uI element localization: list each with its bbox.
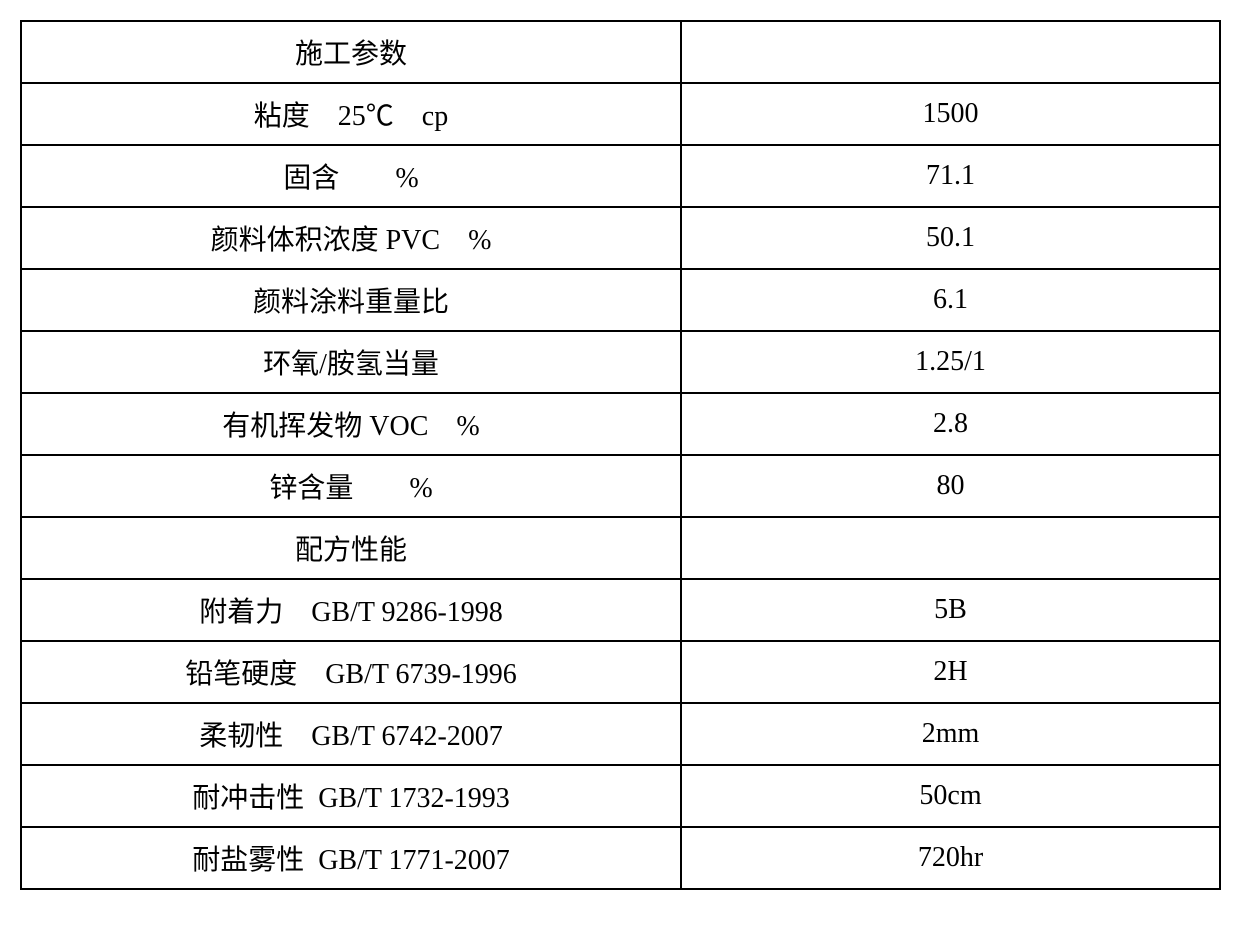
param-label: 铅笔硬度 GB/T 6739-1996 bbox=[21, 641, 681, 703]
properties-table: 施工参数 粘度 25℃ cp 1500 固含 % 71.1 颜料体积浓度 PVC… bbox=[20, 20, 1221, 890]
param-value: 71.1 bbox=[681, 145, 1220, 207]
table-row: 颜料体积浓度 PVC % 50.1 bbox=[21, 207, 1220, 269]
param-label: 环氧/胺氢当量 bbox=[21, 331, 681, 393]
param-value: 1.25/1 bbox=[681, 331, 1220, 393]
param-label: 颜料涂料重量比 bbox=[21, 269, 681, 331]
param-label: 耐冲击性 GB/T 1732-1993 bbox=[21, 765, 681, 827]
param-label: 粘度 25℃ cp bbox=[21, 83, 681, 145]
param-value bbox=[681, 21, 1220, 83]
param-value: 80 bbox=[681, 455, 1220, 517]
param-value: 1500 bbox=[681, 83, 1220, 145]
table-row: 施工参数 bbox=[21, 21, 1220, 83]
param-value: 720hr bbox=[681, 827, 1220, 889]
param-label: 耐盐雾性 GB/T 1771-2007 bbox=[21, 827, 681, 889]
param-label: 附着力 GB/T 9286-1998 bbox=[21, 579, 681, 641]
table-row: 配方性能 bbox=[21, 517, 1220, 579]
param-label: 有机挥发物 VOC % bbox=[21, 393, 681, 455]
param-value: 50.1 bbox=[681, 207, 1220, 269]
table-row: 粘度 25℃ cp 1500 bbox=[21, 83, 1220, 145]
param-label: 锌含量 % bbox=[21, 455, 681, 517]
param-value: 5B bbox=[681, 579, 1220, 641]
table-row: 耐冲击性 GB/T 1732-1993 50cm bbox=[21, 765, 1220, 827]
param-value: 2.8 bbox=[681, 393, 1220, 455]
param-label: 固含 % bbox=[21, 145, 681, 207]
table-row: 有机挥发物 VOC % 2.8 bbox=[21, 393, 1220, 455]
param-label: 施工参数 bbox=[21, 21, 681, 83]
param-value: 2H bbox=[681, 641, 1220, 703]
param-value: 50cm bbox=[681, 765, 1220, 827]
param-value: 6.1 bbox=[681, 269, 1220, 331]
param-value bbox=[681, 517, 1220, 579]
param-label: 柔韧性 GB/T 6742-2007 bbox=[21, 703, 681, 765]
param-label: 颜料体积浓度 PVC % bbox=[21, 207, 681, 269]
table-row: 耐盐雾性 GB/T 1771-2007 720hr bbox=[21, 827, 1220, 889]
table-row: 附着力 GB/T 9286-1998 5B bbox=[21, 579, 1220, 641]
param-value: 2mm bbox=[681, 703, 1220, 765]
table-row: 铅笔硬度 GB/T 6739-1996 2H bbox=[21, 641, 1220, 703]
param-label: 配方性能 bbox=[21, 517, 681, 579]
table-row: 颜料涂料重量比 6.1 bbox=[21, 269, 1220, 331]
table-row: 柔韧性 GB/T 6742-2007 2mm bbox=[21, 703, 1220, 765]
table-row: 锌含量 % 80 bbox=[21, 455, 1220, 517]
table-row: 环氧/胺氢当量 1.25/1 bbox=[21, 331, 1220, 393]
table-row: 固含 % 71.1 bbox=[21, 145, 1220, 207]
